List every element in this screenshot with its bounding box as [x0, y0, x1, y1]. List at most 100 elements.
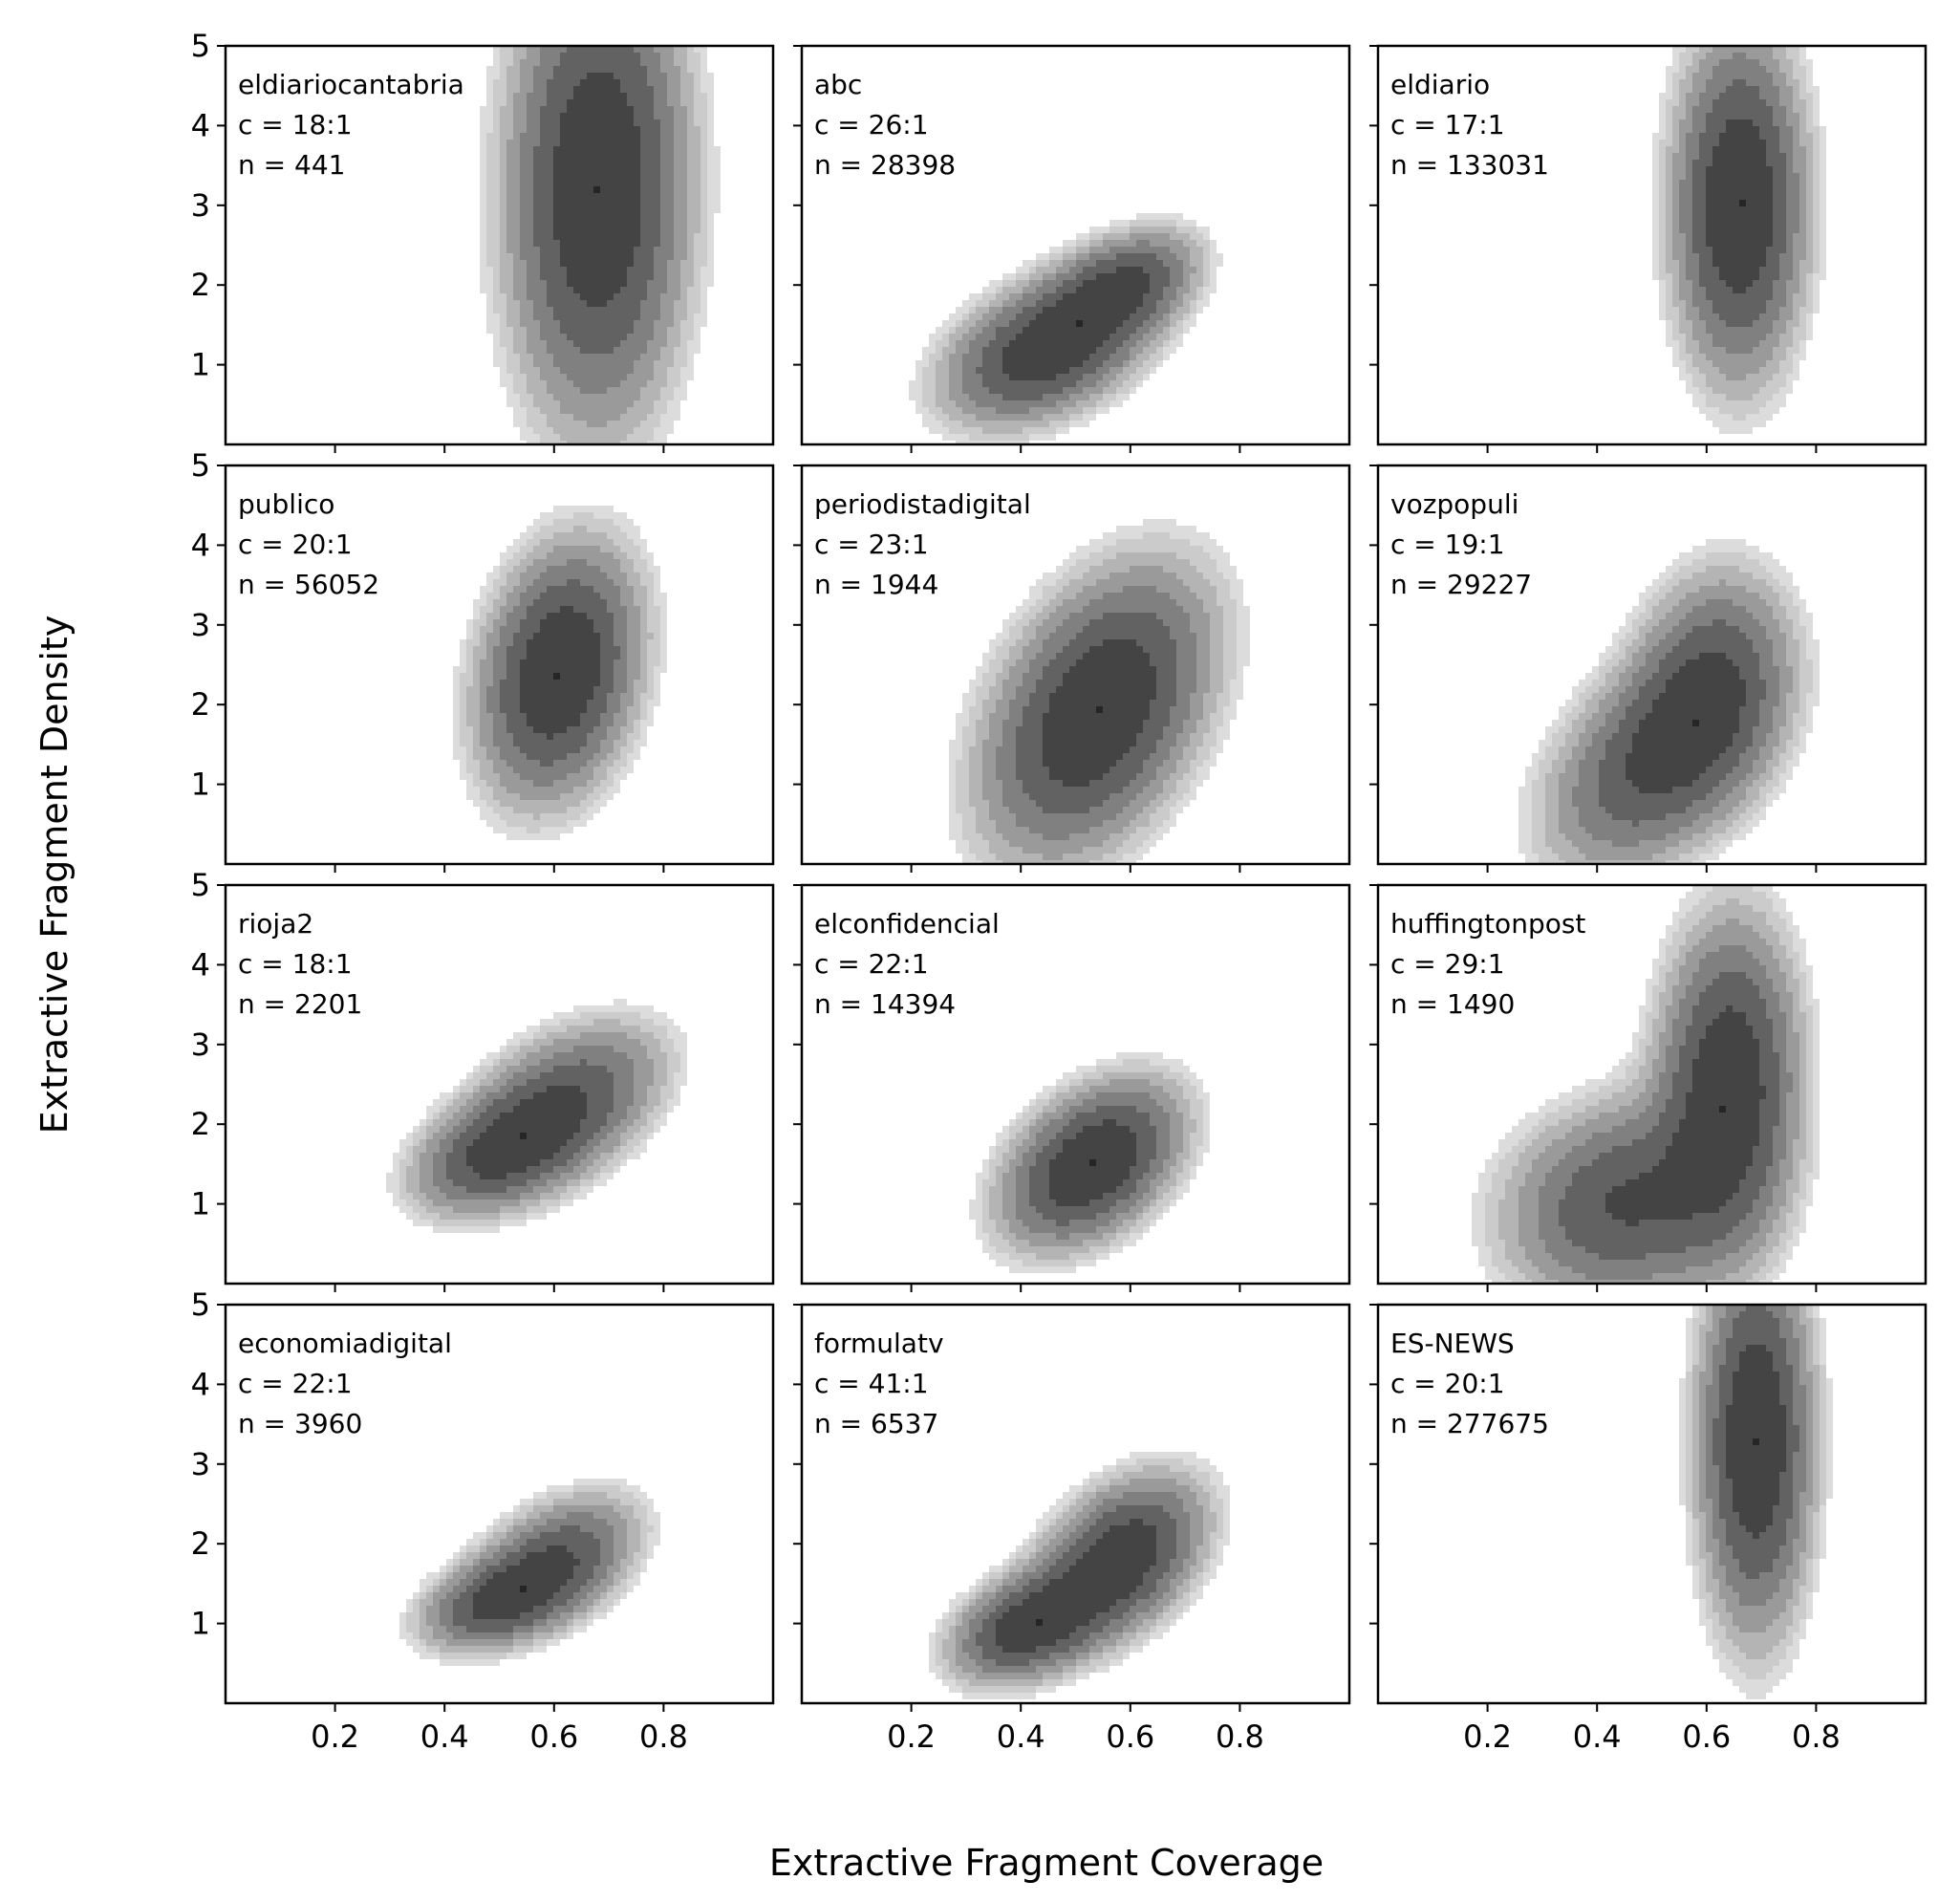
panel-eldiario: eldiario c = 17:1 n = 133031	[1369, 44, 1928, 453]
panel-frame	[224, 1303, 775, 1705]
density-contours	[1518, 539, 1820, 864]
y-tick-label: 2	[191, 686, 210, 723]
density-contours	[480, 46, 721, 444]
panel-publico: 1 2 3 4 5 publico c = 20:1 n = 56052	[191, 447, 775, 873]
panel-vozpopuli: vozpopuli c = 19:1 n = 29227	[1369, 464, 1928, 873]
panel-huffingtonpost: huffingtonpost c = 29:1 n = 1490	[1369, 883, 1928, 1292]
x-tick-label: 0.6	[1682, 1718, 1731, 1755]
x-tick-label: 0.8	[639, 1718, 688, 1755]
x-tick-label: 0.8	[1792, 1718, 1841, 1755]
contour-level-8	[593, 186, 600, 193]
compression-ratio: c = 20:1	[238, 529, 353, 560]
contour-level-7	[1626, 653, 1746, 793]
panel-frame	[1376, 44, 1928, 446]
y-tick-label: 3	[191, 607, 210, 643]
density-contours	[399, 1479, 660, 1666]
panel-frame	[1376, 1303, 1928, 1705]
density-contours	[969, 1052, 1210, 1273]
density-contours	[949, 519, 1250, 864]
sample-count: n = 1944	[814, 569, 938, 600]
y-tick-label: 4	[191, 107, 210, 143]
y-tick-label: 2	[191, 267, 210, 303]
contour-level-8	[1036, 1619, 1043, 1626]
panel-frame	[800, 1303, 1351, 1705]
panel-title: periodistadigital	[814, 488, 1031, 520]
panel-title: eldiariocantabria	[238, 69, 464, 100]
compression-ratio: c = 23:1	[814, 529, 929, 560]
contour-level-8	[1096, 706, 1103, 713]
density-contours	[453, 506, 667, 840]
y-tick-label: 5	[191, 1286, 210, 1323]
density-contours	[1472, 885, 1820, 1284]
x-tick-label: 0.2	[311, 1718, 359, 1755]
density-contours	[929, 1452, 1230, 1699]
panel-title: abc	[814, 69, 862, 100]
compression-ratio: c = 22:1	[238, 1368, 353, 1399]
panel-frame	[224, 44, 775, 446]
panel-title: eldiario	[1390, 69, 1490, 100]
compression-ratio: c = 18:1	[238, 948, 353, 980]
y-tick-label: 1	[191, 1186, 210, 1222]
panel-frame	[800, 44, 1351, 446]
x-tick-label: 0.6	[1106, 1718, 1154, 1755]
panel-frame	[1376, 464, 1928, 866]
y-tick-label: 3	[191, 1446, 210, 1482]
density-contours	[386, 999, 687, 1233]
y-tick-label: 3	[191, 187, 210, 224]
contour-level-8	[1692, 720, 1699, 726]
sample-count: n = 28398	[814, 149, 956, 181]
contour-level-8	[1753, 1438, 1759, 1445]
density-contours	[1679, 1305, 1833, 1699]
panel-periodistadigital: periodistadigital c = 23:1 n = 1944	[793, 464, 1351, 873]
contour-level-8	[520, 1133, 527, 1139]
panel-abc: abc c = 26:1 n = 28398	[793, 44, 1351, 453]
sample-count: n = 133031	[1390, 149, 1549, 181]
panel-eldiariocantabria: 1 2 3 4 5 eldiariocantabria c = 18:1 n = 441	[191, 28, 775, 453]
contour-level-8	[1089, 1159, 1096, 1166]
sample-count: n = 277675	[1390, 1408, 1549, 1439]
x-tick-label: 0.2	[887, 1718, 936, 1755]
y-tick-label: 1	[191, 347, 210, 383]
y-tick-label: 1	[191, 767, 210, 803]
x-tick-label: 0.4	[997, 1718, 1045, 1755]
contour-level-7	[473, 1545, 580, 1619]
x-tick-label: 0.6	[529, 1718, 578, 1755]
sample-count: n = 6537	[814, 1408, 938, 1439]
panel-economiadigital: 1 2 3 4 5 0.2 0.4 0.6 0.8 economiadigital c = 22:1…	[191, 1286, 775, 1755]
panel-frame	[224, 883, 775, 1286]
panel-title: vozpopuli	[1390, 488, 1518, 520]
panel-ES-NEWS: 0.2 0.4 0.6 0.8 ES-NEWS c = 20:1 n = 277675	[1369, 1303, 1928, 1755]
x-tick-label: 0.4	[420, 1718, 469, 1755]
y-tick-label: 5	[191, 447, 210, 484]
panel-title: rioja2	[238, 908, 313, 940]
sample-count: n = 29227	[1390, 569, 1532, 600]
y-tick-label: 4	[191, 527, 210, 563]
x-tick-label: 0.2	[1463, 1718, 1512, 1755]
sample-count: n = 56052	[238, 569, 379, 600]
x-axis-label: Extractive Fragment Coverage	[769, 1842, 1324, 1884]
y-tick-label: 3	[191, 1027, 210, 1063]
panel-grid: 1 2 3 4 5 eldiariocantabria c = 18:1 n = 441 abc…	[191, 28, 1928, 1755]
y-tick-label: 2	[191, 1106, 210, 1142]
sample-count: n = 3960	[238, 1408, 362, 1439]
x-tick-label: 0.4	[1573, 1718, 1622, 1755]
sample-count: n = 2201	[238, 988, 362, 1020]
compression-ratio: c = 18:1	[238, 109, 353, 140]
panel-formulatv: 0.2 0.4 0.6 0.8 formulatv c = 41:1 n = 6537	[793, 1303, 1351, 1755]
panel-title: huffingtonpost	[1390, 908, 1585, 940]
compression-ratio: c = 19:1	[1390, 529, 1505, 560]
contour-level-8	[1719, 1106, 1726, 1113]
y-tick-label: 1	[191, 1606, 210, 1642]
panel-frame	[800, 464, 1351, 866]
y-axis-label: Extractive Fragment Density	[33, 616, 75, 1135]
panel-frame	[1376, 883, 1928, 1286]
contour-level-7	[1605, 1005, 1766, 1226]
sample-count: n = 14394	[814, 988, 956, 1020]
compression-ratio: c = 29:1	[1390, 948, 1505, 980]
panel-title: ES-NEWS	[1390, 1328, 1515, 1359]
panel-frame	[224, 464, 775, 866]
x-tick-label: 0.8	[1216, 1718, 1264, 1755]
y-tick-label: 4	[191, 1366, 210, 1402]
sample-count: n = 441	[238, 149, 345, 181]
compression-ratio: c = 22:1	[814, 948, 929, 980]
